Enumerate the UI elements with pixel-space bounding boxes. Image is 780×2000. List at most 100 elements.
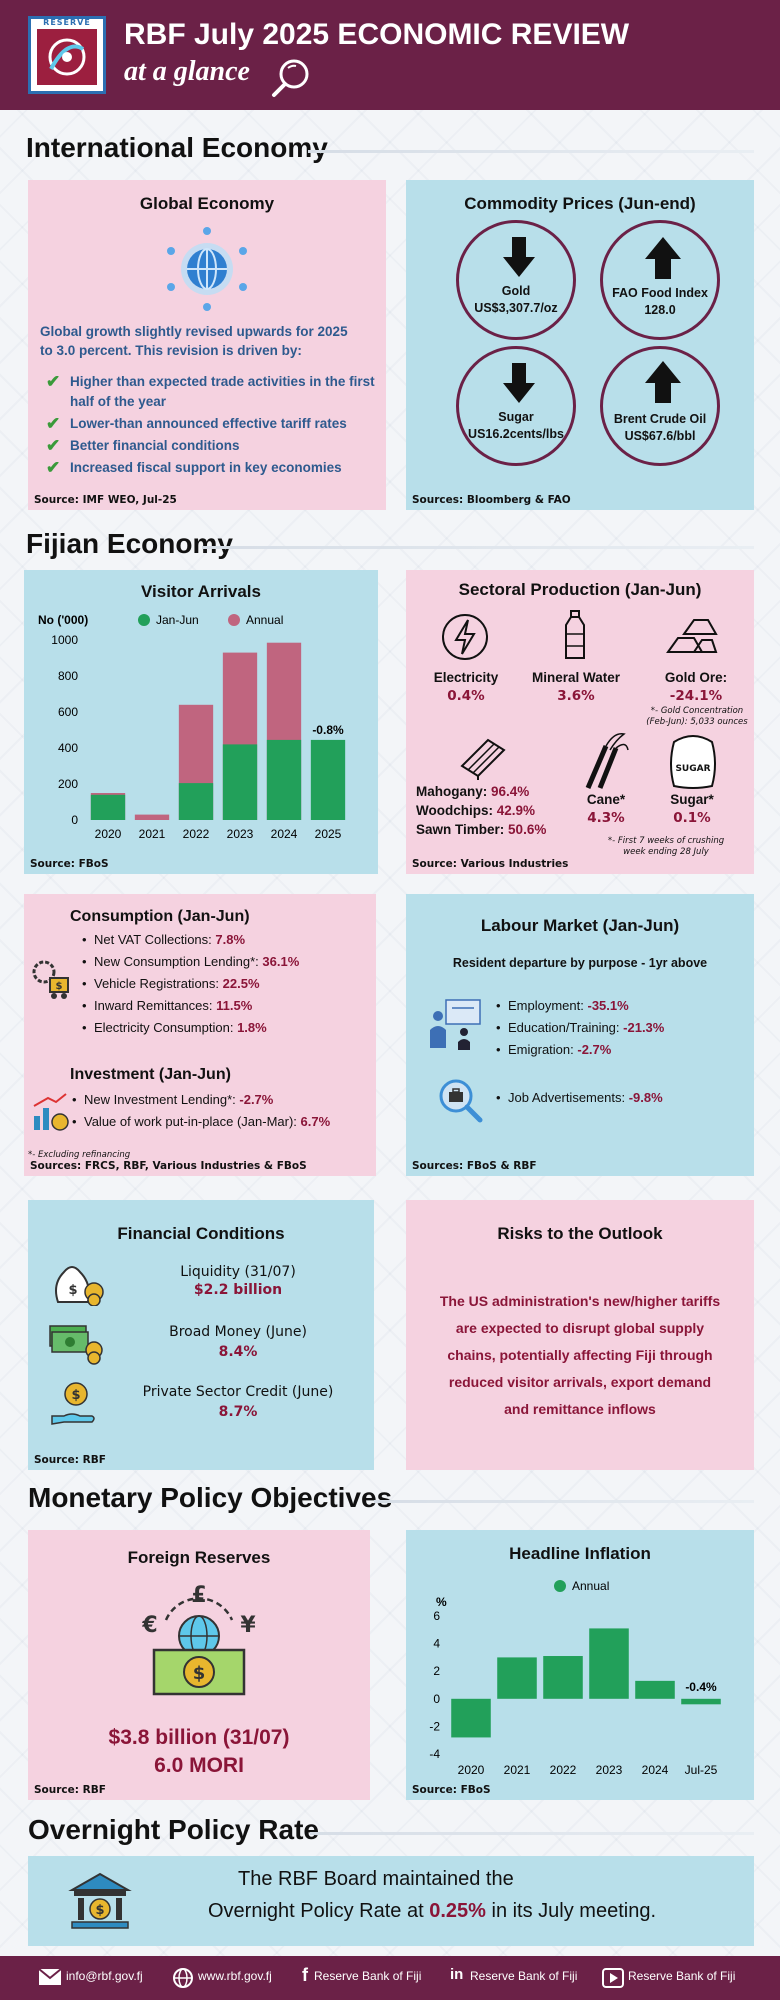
svg-text:£: £ [191, 1583, 206, 1608]
headline-inflation-chart: % Annual -4 -2 0 2 4 6 2020 2021 2022 2023 2024 Jul-2… [429, 1579, 721, 1777]
linkedin-icon: in [450, 1966, 464, 1983]
commodity-source: Sources: Bloomberg & FAO [412, 494, 571, 506]
inflation-source: Source: FBoS [412, 1784, 491, 1796]
bar-inflation [635, 1680, 675, 1699]
magnifier-icon [272, 59, 309, 97]
x-tick-label: 2023 [227, 827, 254, 841]
youtube-icon [602, 1968, 624, 1988]
commodity-prices-panel: Commodity Prices (Jun-end) Gold US$3,307.… [406, 180, 754, 510]
global-intro-line2: to 3.0 percent. This revision is driven … [40, 343, 302, 358]
global-source: Source: IMF WEO, Jul-25 [34, 494, 177, 506]
bar-inflation [451, 1698, 491, 1738]
consumption-item: Inward Remittances: 11.5% [82, 998, 252, 1013]
consumption-source: Sources: FRCS, RBF, Various Industries &… [30, 1160, 307, 1172]
bar-inflation [681, 1698, 721, 1705]
data-label: -0.4% [685, 1680, 717, 1694]
sugar-bag-text: SUGAR [675, 764, 710, 774]
sectoral-production-panel: Sectoral Production (Jan-Jun) Electricit… [406, 570, 754, 874]
hand-coin-icon: $ [51, 1382, 95, 1425]
svg-text:$: $ [71, 1388, 80, 1403]
opr-rate: 0.25% [429, 1900, 486, 1922]
job-advertisements: Job Advertisements: -9.8% [496, 1090, 663, 1105]
electricity-value: 0.4% [447, 688, 485, 704]
section-divider [202, 546, 754, 549]
global-economy-title: Global Economy [139, 194, 275, 213]
money-bag-icon: $ [55, 1266, 104, 1306]
opr-panel: $ The RBF Board maintained the Overnight… [28, 1856, 754, 1946]
commodity-gold: Gold US$3,307.7/oz [456, 220, 576, 340]
reserves-value: $3.8 billion (31/07) [108, 1726, 290, 1749]
sugar-label: Sugar* [670, 792, 714, 807]
section-title-fijian: Fijian Economy [26, 528, 233, 559]
y-tick-label: 6 [433, 1609, 440, 1623]
y-tick-label: 400 [58, 741, 78, 755]
private-credit-label: Private Sector Credit (June) [142, 1384, 334, 1400]
labour-title: Labour Market (Jan-Jun) [480, 916, 680, 935]
footer-facebook[interactable]: Reserve Bank of Fiji [314, 1969, 422, 1983]
global-point: ✔ Increased fiscal support in key econom… [46, 458, 342, 477]
section-title-monetary: Monetary Policy Objectives [28, 1482, 393, 1513]
legend-label: Jan-Jun [156, 613, 199, 627]
consumption-item: New Consumption Lending*: 36.1% [82, 954, 299, 969]
visitor-source: Source: FBoS [30, 858, 109, 870]
check-icon: ✔ [46, 414, 61, 433]
risks-panel: Risks to the Outlook The US administrati… [406, 1200, 754, 1470]
gold-bars-icon [666, 619, 718, 653]
footer-email[interactable]: info@rbf.gov.fj [66, 1969, 143, 1983]
consumption-icon: $ [32, 960, 69, 999]
banknotes-icon [49, 1325, 103, 1365]
labour-subtitle: Resident departure by purpose - 1yr abov… [452, 956, 708, 970]
job-search-icon [439, 1079, 483, 1123]
legend-label: Annual [572, 1579, 609, 1593]
financial-source: Source: RBF [34, 1454, 106, 1466]
check-icon: ✔ [46, 372, 61, 391]
footer-linkedin[interactable]: Reserve Bank of Fiji [470, 1969, 578, 1983]
mineral-water-label: Mineral Water [531, 670, 621, 685]
labour-source: Sources: FBoS & RBF [412, 1160, 537, 1172]
y-tick-label: 2 [433, 1664, 440, 1678]
footer-youtube[interactable]: Reserve Bank of Fiji [628, 1969, 736, 1983]
legend-marker [228, 614, 240, 626]
sectoral-title: Sectoral Production (Jan-Jun) [458, 580, 702, 599]
footer-website[interactable]: www.rbf.gov.fj [198, 1969, 272, 1983]
svg-text:€: € [141, 1613, 157, 1638]
bar-jan-jun [222, 744, 258, 820]
x-tick-label: 2021 [504, 1763, 531, 1777]
page-title: RBF July 2025 ECONOMIC REVIEW [124, 18, 630, 51]
sectoral-source: Source: Various Industries [412, 858, 569, 870]
labour-item: Employment: -35.1% [496, 998, 629, 1013]
bar-jan-jun [90, 794, 126, 820]
svg-text:$: $ [95, 1903, 104, 1918]
inflation-title: Headline Inflation [509, 1544, 651, 1563]
svg-text:$: $ [193, 1663, 206, 1684]
commodity-sugar: Sugar US16.2cents/lbs [456, 346, 576, 466]
commodity-fao-food: FAO Food Index 128.0 [600, 220, 720, 340]
reserves-mori: 6.0 MORI [154, 1754, 244, 1777]
y-tick-label: 4 [433, 1637, 440, 1651]
people-work-icon [430, 999, 481, 1050]
section-divider [374, 1500, 754, 1503]
broad-money-value: 8.4% [218, 1344, 258, 1360]
y-tick-label: 800 [58, 669, 78, 683]
legend-label: Annual [246, 613, 283, 627]
globe-icon [173, 1968, 193, 1988]
bar-inflation [543, 1656, 583, 1699]
gold-ore-label: Gold Ore: [664, 670, 728, 685]
rbf-logo: RESERVE [28, 16, 106, 94]
bar-annual [134, 814, 170, 820]
investment-item: New Investment Lending*: -2.7% [72, 1092, 273, 1107]
financial-conditions-panel: Financial Conditions $ Liquidity (31/07)… [28, 1200, 374, 1470]
electricity-label: Electricity [433, 670, 499, 685]
y-tick-label: 1000 [51, 633, 78, 647]
x-tick-label: 2024 [271, 827, 298, 841]
arrow-up-icon [645, 361, 681, 403]
global-intro-line1: Global growth slightly revised upwards f… [40, 324, 348, 339]
consumption-title: Consumption (Jan-Jun) [70, 908, 250, 925]
section-title-international: International Economy [26, 132, 328, 163]
x-tick-label: 2025 [315, 827, 342, 841]
private-credit-value: 8.7% [218, 1404, 258, 1420]
data-label: -0.8% [312, 723, 344, 737]
section-title-opr: Overnight Policy Rate [28, 1814, 319, 1845]
svg-text:$: $ [56, 981, 63, 992]
y-axis-label: % [436, 1595, 447, 1609]
